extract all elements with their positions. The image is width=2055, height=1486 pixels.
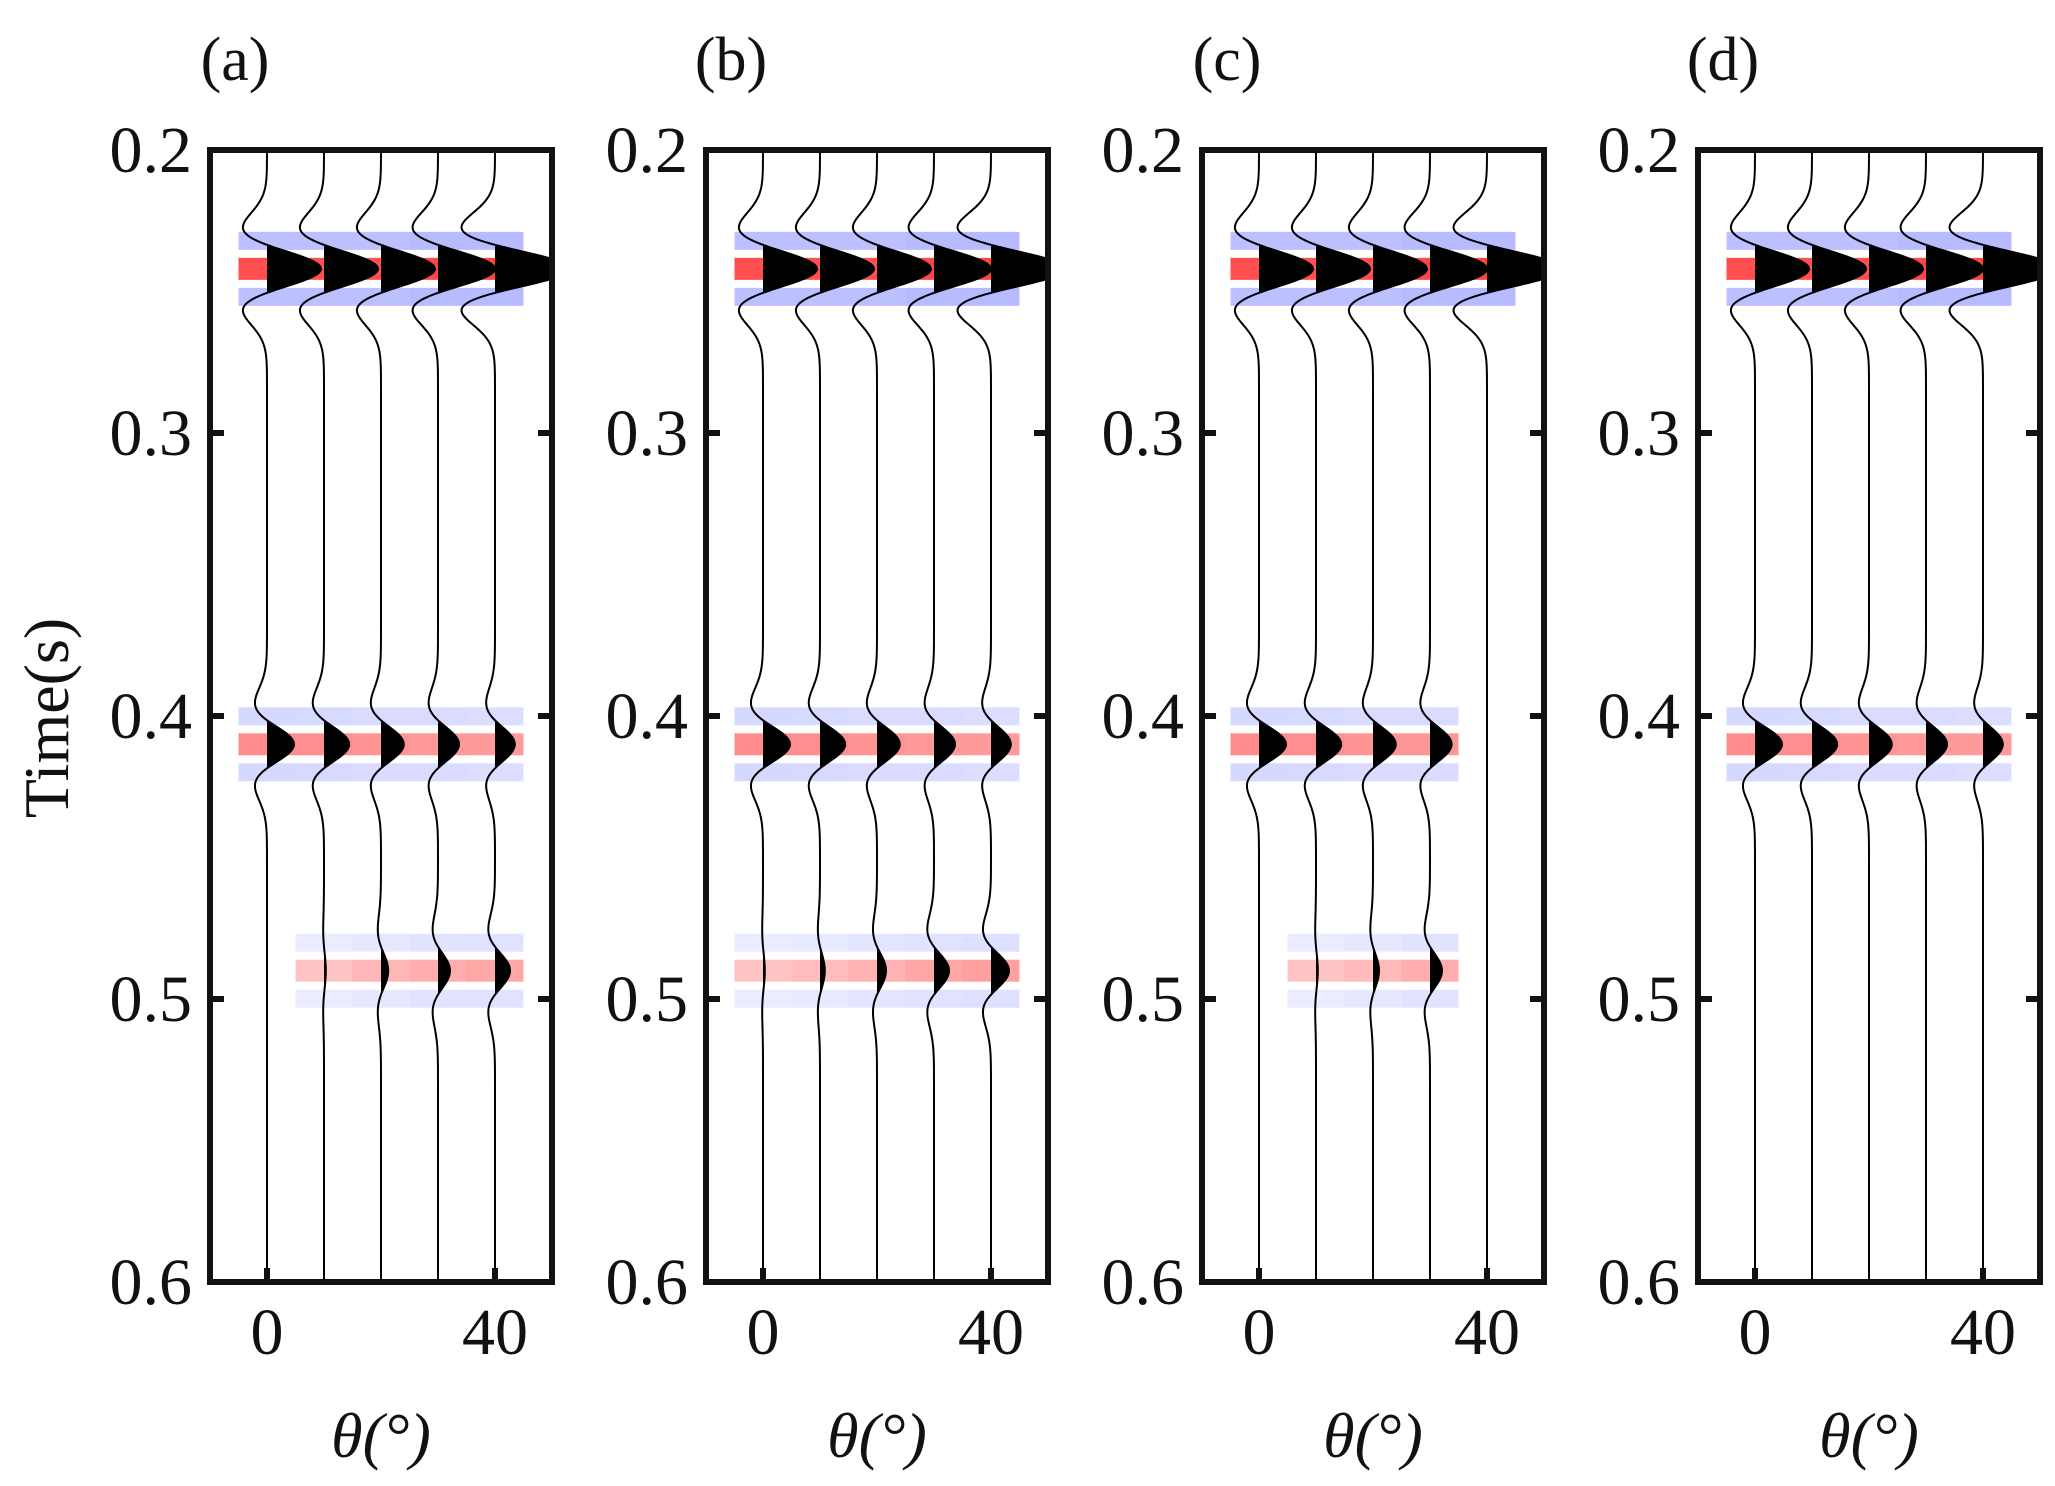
y-tick-label: 0.2 (110, 114, 193, 187)
y-tick-label: 0.6 (606, 1246, 689, 1319)
panel-c: 0.2 0.3 0.4 0.5 0.6 0 40 θ(°) (c) (1102, 26, 1563, 1471)
x-tick-label: 0 (1243, 1296, 1276, 1369)
plot-area (1202, 150, 1562, 1282)
panel-d: 0.2 0.3 0.4 0.5 0.6 0 40 θ(°) (d) (1598, 26, 2055, 1471)
y-tick-label: 0.3 (606, 397, 689, 470)
y-tick-label: 0.4 (1598, 680, 1681, 753)
y-tick-label: 0.5 (606, 963, 689, 1036)
plot-area (210, 150, 570, 1282)
y-tick-label: 0.4 (110, 680, 193, 753)
panel-label: (b) (695, 26, 767, 94)
y-tick-label: 0.6 (1598, 1246, 1681, 1319)
panel-label: (a) (201, 26, 270, 94)
x-tick-label: 40 (1950, 1296, 2016, 1369)
panel-label: (c) (1193, 26, 1262, 94)
x-tick-label: 40 (462, 1296, 528, 1369)
x-axis-title: θ(°) (1819, 1400, 1919, 1471)
panel-b: 0.2 0.3 0.4 0.5 0.6 0 40 θ(°) (b) (606, 26, 1067, 1471)
panel-label: (d) (1687, 26, 1759, 94)
y-tick-label: 0.4 (1102, 680, 1185, 753)
y-tick-label: 0.5 (110, 963, 193, 1036)
y-tick-label: 0.3 (1598, 397, 1681, 470)
y-tick-label: 0.2 (1102, 114, 1185, 187)
x-tick-label: 40 (958, 1296, 1024, 1369)
y-tick-label: 0.4 (606, 680, 689, 753)
y-tick-label: 0.6 (110, 1246, 193, 1319)
x-tick-label: 40 (1454, 1296, 1520, 1369)
x-axis-title: θ(°) (331, 1400, 431, 1471)
y-axis-title: Time(s) (11, 618, 82, 818)
y-tick-label: 0.2 (606, 114, 689, 187)
x-tick-label: 0 (251, 1296, 284, 1369)
y-tick-label: 0.2 (1598, 114, 1681, 187)
x-axis-title: θ(°) (1323, 1400, 1423, 1471)
y-tick-label: 0.3 (110, 397, 193, 470)
y-tick-label: 0.3 (1102, 397, 1185, 470)
x-tick-label: 0 (747, 1296, 780, 1369)
y-tick-label: 0.5 (1598, 963, 1681, 1036)
x-tick-label: 0 (1739, 1296, 1772, 1369)
plot-area (706, 150, 1066, 1282)
panel-a: 0.2 0.3 0.4 0.5 0.6 0 40 θ(°) (a) (110, 26, 571, 1471)
x-axis-title: θ(°) (827, 1400, 927, 1471)
y-tick-label: 0.6 (1102, 1246, 1185, 1319)
plot-area (1698, 150, 2055, 1282)
y-tick-label: 0.5 (1102, 963, 1185, 1036)
